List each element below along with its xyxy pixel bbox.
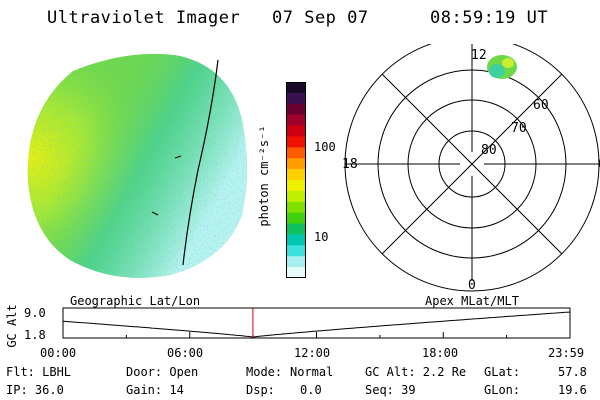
mode-value: Normal	[290, 365, 334, 379]
instrument-title: Ultraviolet Imager	[47, 8, 241, 28]
terminator-line	[182, 59, 219, 266]
colorbar-unit-label: photon cm⁻²s⁻¹	[257, 125, 271, 227]
image-date: 07 Sep 07	[272, 8, 369, 28]
colorbar-band	[286, 212, 306, 225]
colorbar-band	[286, 190, 306, 203]
geographic-title: Geographic Lat/Lon	[70, 294, 201, 308]
ip-info: IP: 36.0	[6, 383, 64, 397]
dsp-value: 0.0	[300, 383, 322, 397]
colorbar-band	[286, 256, 306, 268]
colorbar-tick-100: 100	[314, 140, 336, 154]
dsp-label: Dsp:	[246, 383, 275, 397]
mode-label: Mode:	[246, 365, 283, 379]
mlt-label-12: 12	[471, 48, 487, 63]
colorbar-band	[286, 158, 306, 170]
sequence-info: Seq: 39	[365, 383, 416, 397]
x-tick-0000: 00:00	[40, 346, 77, 360]
colorbar-band	[286, 267, 306, 279]
polar-plot: 12 6 0 18 80 70 60	[342, 44, 600, 293]
colorbar-band	[286, 169, 306, 181]
gain-info: Gain: 14	[126, 383, 184, 397]
colorbar-band	[286, 147, 306, 159]
image-time: 08:59:19 UT	[430, 8, 549, 28]
colorbar-band	[286, 234, 306, 246]
grid-mark	[174, 155, 182, 159]
glon-label: GLon:	[484, 383, 521, 397]
auroral-blob	[487, 55, 517, 79]
mlt-label-18: 18	[342, 157, 358, 172]
colorbar-band	[286, 223, 306, 236]
colorbar-band	[286, 92, 306, 105]
x-tick-1800: 18:00	[422, 346, 459, 360]
colorbar-tick-10: 10	[314, 230, 329, 244]
colorbar-gradient	[286, 82, 306, 279]
mlat-label-70: 70	[511, 121, 527, 136]
altitude-curve	[62, 311, 571, 338]
x-tick-1200: 12:00	[294, 346, 331, 360]
door-info: Door: Open	[126, 365, 199, 379]
colorbar-band	[286, 245, 306, 257]
mlt-label-0: 0	[468, 278, 476, 293]
colorbar-band	[286, 114, 306, 127]
colorbar-band	[286, 82, 306, 94]
colorbar-band	[286, 125, 306, 138]
colorbar	[286, 82, 306, 279]
colorbar-band	[286, 180, 306, 192]
x-tick-0600: 06:00	[167, 346, 204, 360]
x-tick-2359: 23:59	[548, 346, 585, 360]
grid-mark	[151, 211, 159, 216]
mlat-label-60: 60	[533, 98, 549, 113]
filter-info: Flt: LBHL	[6, 365, 72, 379]
mlat-label-80: 80	[481, 143, 497, 158]
apex-title: Apex MLat/MLT	[425, 294, 519, 308]
colorbar-border	[286, 82, 306, 278]
gc-alt-axis-label: GC Alt	[5, 304, 19, 348]
colorbar-band	[286, 136, 306, 148]
earth-uv-image	[27, 53, 247, 278]
glon-value: 19.6	[558, 383, 587, 397]
glat-value: 57.8	[558, 365, 587, 379]
glat-label: GLat:	[484, 365, 521, 379]
y-tick-9: 9.0	[24, 306, 46, 320]
gc-alt-info: GC Alt: 2.2 Re	[365, 365, 467, 379]
colorbar-band	[286, 201, 306, 214]
mlt-diagonal	[381, 73, 563, 255]
mlt-label-6: 6	[598, 157, 600, 172]
orbit-timeline	[62, 307, 571, 339]
y-tick-1-8: 1.8	[24, 328, 46, 342]
colorbar-band	[286, 103, 306, 116]
